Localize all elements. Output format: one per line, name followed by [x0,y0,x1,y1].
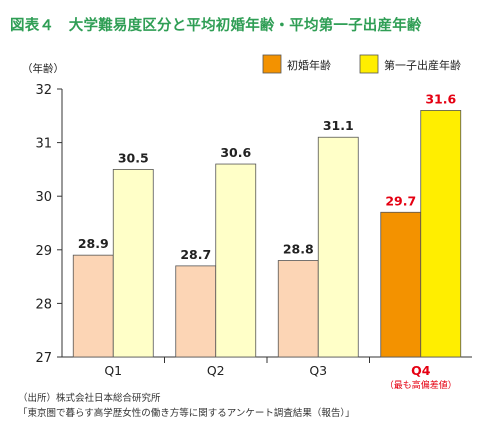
y-tick-label: 27 [35,351,52,366]
x-tick-label: Q3 [309,363,327,378]
data-label: 31.6 [425,91,456,106]
legend-label-first-marriage: 初婚年齢 [287,58,331,72]
plot-area: （年齢） 27 28 29 30 31 32 28.9 30.5 Q1 28.7 30.6 Q2 28.8… [22,62,472,391]
bar-first-child [112,168,154,358]
y-tick-label: 31 [35,137,52,152]
data-label: 29.7 [385,193,416,208]
bar-first-marriage [380,211,422,358]
legend-label-first-child: 第一子出産年齢 [384,58,461,72]
y-axis-label: （年齢） [22,62,64,75]
data-label: 28.7 [180,247,211,262]
y-tick-label: 30 [35,190,52,205]
y-tick-label: 28 [35,297,52,312]
data-label: 30.6 [220,145,251,160]
y-tick-label: 29 [35,244,52,259]
bar-first-child [215,163,257,358]
legend-swatch-first-marriage [262,54,282,74]
source-line-2: 「東京圏で暮らす高学歴女性の働き方等に関するアンケート調査結果（報告）」 [18,408,355,419]
x-tick-label: Q2 [207,363,225,378]
x-tick-label: Q4 [411,363,431,378]
legend: 初婚年齢 第一子出産年齢 [262,54,461,74]
bar-first-child [420,110,462,358]
data-label: 31.1 [323,118,354,133]
chart-title: 図表４ 大学難易度区分と平均初婚年齢・平均第一子出産年齢 [10,18,422,34]
legend-swatch-first-child [359,54,379,74]
bar-first-child [317,136,359,358]
bar-first-marriage [175,265,217,358]
bar-first-marriage [72,254,114,358]
data-label: 30.5 [118,150,149,165]
y-tick-label: 32 [35,83,52,98]
bar-first-marriage [277,260,319,358]
data-label: 28.8 [283,242,314,257]
x-tick-sublabel: （最も高偏差値） [385,379,457,391]
x-tick-label: Q1 [104,363,122,378]
data-label: 28.9 [78,236,109,251]
source-line-1: （出所）株式会社日本総合研究所 [18,393,161,404]
